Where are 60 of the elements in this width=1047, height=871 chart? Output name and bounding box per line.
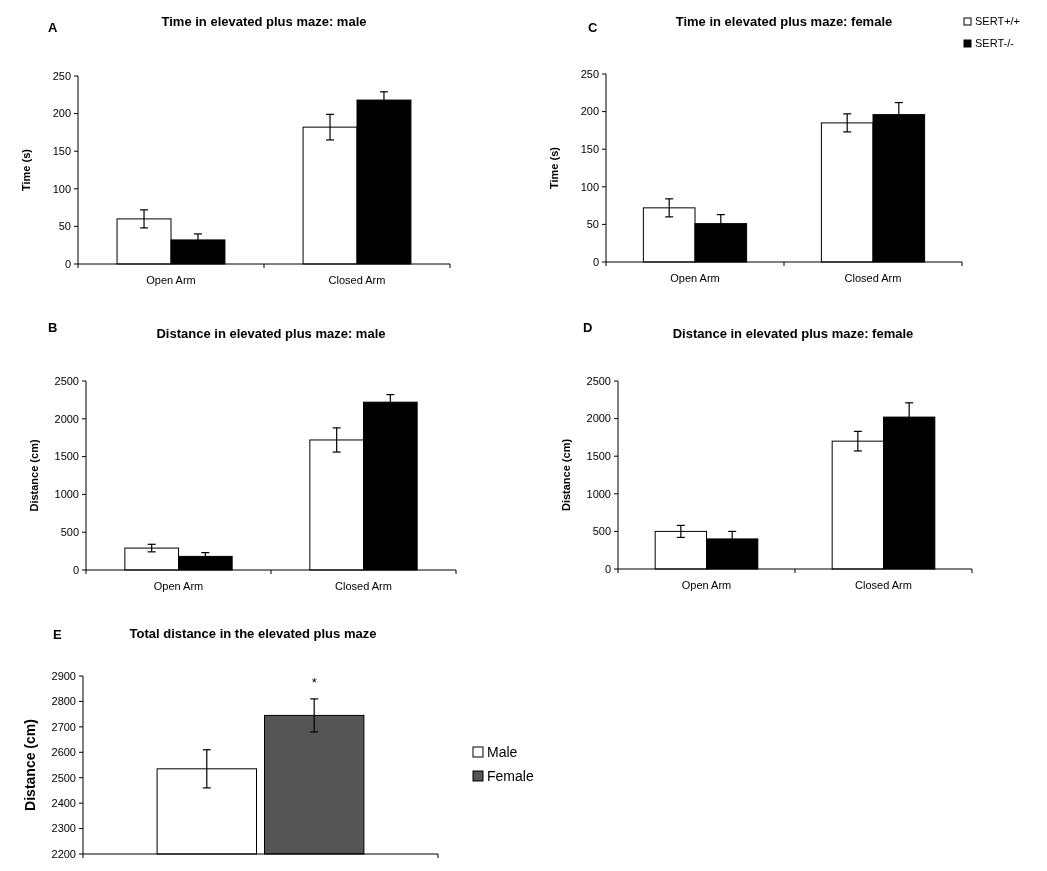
y-tick-label: 2000 xyxy=(54,412,79,425)
y-tick-label: 2700 xyxy=(51,720,76,733)
y-tick-label: 2500 xyxy=(51,771,76,784)
x-tick-label: Open Arm xyxy=(146,274,196,286)
y-tick-label: 2800 xyxy=(51,695,76,708)
y-tick-label: 2600 xyxy=(51,746,76,759)
y-axis-title: Distance (cm) xyxy=(560,438,572,512)
y-tick-label: 50 xyxy=(58,220,71,233)
x-tick-label: Open Arm xyxy=(670,272,720,284)
y-axis-title: Time (s) xyxy=(548,146,560,189)
legend-label: Male xyxy=(487,743,518,760)
y-tick-label: 2200 xyxy=(51,847,76,860)
y-tick-label: 200 xyxy=(580,105,599,118)
x-tick-label: Closed Arm xyxy=(335,580,392,592)
y-tick-label: 2900 xyxy=(51,669,76,682)
y-tick-label: 250 xyxy=(52,69,71,82)
text: A xyxy=(48,20,58,35)
y-tick-label: 2500 xyxy=(54,374,79,387)
y-tick-label: 100 xyxy=(52,182,71,195)
y-tick-label: 1000 xyxy=(586,487,611,500)
chart-title: Time in elevated plus maze: female xyxy=(675,14,893,29)
y-axis-title: Distance (cm) xyxy=(22,719,38,811)
y-tick-label: 0 xyxy=(64,257,71,270)
chart-title: Total distance in the elevated plus maze xyxy=(129,626,377,641)
x-tick-label: Closed Arm xyxy=(855,579,912,591)
legend-label: SERT-/- xyxy=(975,37,1015,50)
y-tick-label: 200 xyxy=(52,107,71,120)
text: C xyxy=(588,20,598,35)
text: D xyxy=(583,320,593,335)
y-tick-label: 0 xyxy=(72,563,79,576)
y-tick-label: 1500 xyxy=(54,450,79,463)
y-tick-label: 150 xyxy=(52,145,71,158)
y-tick-label: 250 xyxy=(580,67,599,80)
y-tick-label: 50 xyxy=(586,218,599,231)
y-tick-label: 2500 xyxy=(586,374,611,387)
legend-label: SERT+/+ xyxy=(975,15,1021,28)
text: B xyxy=(48,320,58,335)
x-tick-label: Open Arm xyxy=(153,580,204,592)
y-tick-label: 0 xyxy=(604,562,611,575)
y-tick-label: 2300 xyxy=(51,822,76,835)
y-tick-label: 100 xyxy=(580,180,599,193)
chart-title: Time in elevated plus maze: male xyxy=(161,14,367,29)
y-tick-label: 2000 xyxy=(586,412,611,425)
legend-label: Female xyxy=(487,767,534,784)
x-tick-label: Closed Arm xyxy=(328,274,386,286)
x-tick-label: Open Arm xyxy=(681,579,732,591)
x-tick-label: Closed Arm xyxy=(844,272,902,284)
y-axis-title: Time (s) xyxy=(20,148,32,191)
y-tick-label: 1000 xyxy=(54,488,79,501)
y-axis-title: Distance (cm) xyxy=(28,439,40,512)
y-tick-label: 500 xyxy=(60,526,79,539)
y-tick-label: 1500 xyxy=(586,450,611,463)
chart-title: Distance in elevated plus maze: female xyxy=(672,326,914,341)
chart-title: Distance in elevated plus maze: male xyxy=(156,326,386,341)
text: E xyxy=(53,627,62,642)
y-tick-label: 0 xyxy=(592,255,599,268)
y-tick-label: 500 xyxy=(592,525,611,538)
y-tick-label: 2400 xyxy=(51,796,76,809)
y-tick-label: 150 xyxy=(580,143,599,156)
annotation: * xyxy=(311,675,317,691)
